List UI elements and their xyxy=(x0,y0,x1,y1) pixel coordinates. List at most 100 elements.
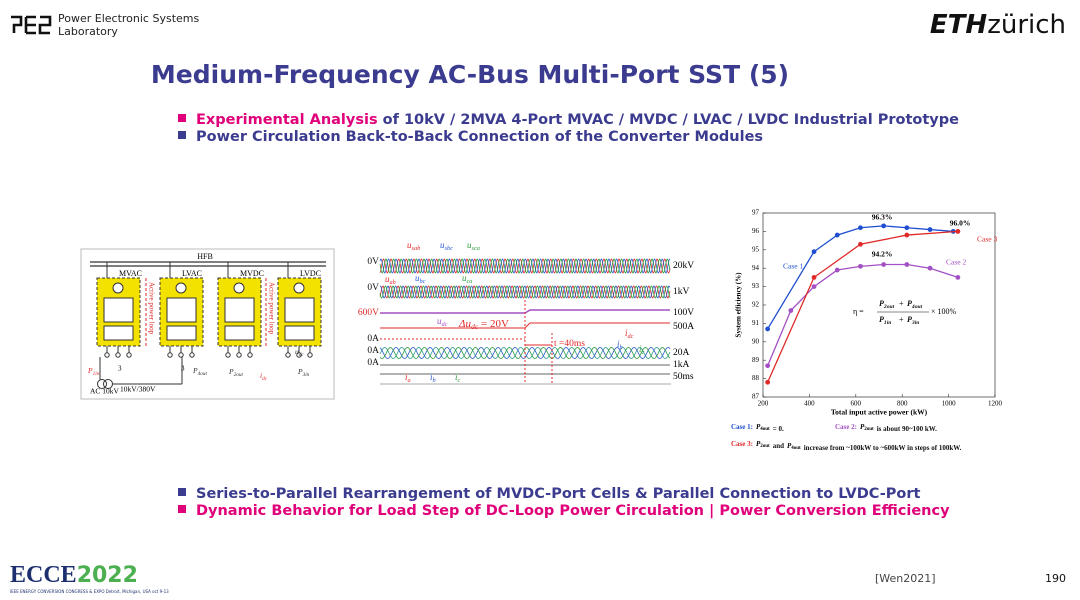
y-axis-label: System efficiency (%) xyxy=(735,272,743,338)
x-tick-label: 600 xyxy=(851,400,862,408)
subscript: 2out xyxy=(760,444,770,449)
point xyxy=(858,263,863,269)
point xyxy=(788,308,794,313)
subscript: 2out xyxy=(883,304,895,310)
y-tick-label: 87 xyxy=(752,393,760,401)
caption: Case 1: P4out = 0. xyxy=(731,423,784,433)
subscript: c xyxy=(458,377,461,384)
symbol: P xyxy=(228,367,234,376)
scope-left-label: 0V xyxy=(367,283,379,293)
signal-label: P2out xyxy=(879,299,895,310)
subscript: 3in xyxy=(303,372,310,378)
scope-left-label: 0A xyxy=(367,358,379,368)
lab-line: Power Electronic Systems xyxy=(58,12,200,25)
annotation: 96.0% xyxy=(950,219,971,228)
symbol: P xyxy=(879,299,884,308)
subscript: 4out xyxy=(760,427,770,432)
source-label: AC 10kV xyxy=(90,387,120,396)
y-tick-label: 93 xyxy=(752,282,760,290)
subscript: 4out xyxy=(911,304,923,310)
subscript: ca xyxy=(467,278,473,285)
subscript: 3in xyxy=(911,320,919,326)
frame xyxy=(80,248,335,400)
point xyxy=(765,326,771,332)
signal-label: P1in xyxy=(87,366,100,377)
signal-label: Δudc = 20V xyxy=(458,318,509,331)
signal-label: P2out xyxy=(228,367,243,378)
point xyxy=(881,223,887,229)
subscript: 4out xyxy=(791,446,801,451)
transformer-icon xyxy=(233,282,245,294)
x-tick-label: 1200 xyxy=(988,400,1003,408)
scope-left-label: 600V xyxy=(358,308,379,318)
symbol: P xyxy=(297,367,303,376)
scope-left-label: 0A xyxy=(367,346,379,356)
subscript: a xyxy=(408,377,411,384)
signal-label: udc xyxy=(437,316,448,328)
bullet: Experimental Analysis of 10kV / 2MVA 4-P… xyxy=(178,112,959,128)
signal-label: P3in xyxy=(297,367,310,378)
highlight: Experimental Analysis xyxy=(196,112,378,128)
waveform xyxy=(379,258,671,274)
subscript: dc xyxy=(628,333,634,340)
point xyxy=(927,227,933,232)
y-tick-label: 88 xyxy=(752,374,760,382)
efficiency-chart: 87 88 89 90 91 92 93 94 95 96 97 200 400 600 800 1000 12… xyxy=(731,209,1003,452)
symbol: u xyxy=(467,240,472,250)
ecce-year: 2022 xyxy=(76,563,138,588)
scope-right-label: 500A xyxy=(673,322,694,332)
symbol: P xyxy=(756,440,761,448)
terminal xyxy=(225,352,231,358)
converter-icon xyxy=(284,297,315,323)
caption-text: Case 1: xyxy=(731,423,753,431)
signal-label: ib xyxy=(430,372,436,384)
ecce: ECCE xyxy=(10,562,77,588)
transformer-icon xyxy=(293,282,305,294)
scope-right-label: 20A xyxy=(673,348,690,358)
symbol: P xyxy=(860,423,865,431)
scope-waveforms: 0V 0V 600V 0A 0A 0A 20kV 1kV 100V 500A 20A 1kA 50ms u… xyxy=(358,240,694,384)
port-label: LVDC xyxy=(300,269,321,278)
signal-label: P4out xyxy=(192,366,207,377)
waveform xyxy=(379,285,671,299)
terminal xyxy=(178,352,184,358)
symbol: u xyxy=(462,273,467,283)
point xyxy=(765,379,771,385)
subscript: b xyxy=(620,344,623,351)
subscript: dc xyxy=(471,322,479,331)
subscript: dc xyxy=(299,352,305,358)
y-tick-label: 91 xyxy=(752,319,760,327)
dc-voltage xyxy=(380,309,670,314)
bullet: Dynamic Behavior for Load Step of DC-Loo… xyxy=(178,503,950,519)
caption: Case 3: P2out and P4out increase from ~100kW… xyxy=(731,440,962,452)
terminal xyxy=(236,352,242,358)
scope-right-label: 20kV xyxy=(673,261,694,271)
transformer-icon xyxy=(112,282,124,294)
bullet-text: Series-to-Parallel Rearrangement of MVDC… xyxy=(196,486,921,502)
subscript: 4out xyxy=(198,370,208,377)
subscript: 1in xyxy=(93,371,100,377)
port-label: LVAC xyxy=(182,269,202,278)
point xyxy=(858,241,863,247)
point xyxy=(811,249,817,255)
symbol: P xyxy=(879,315,884,324)
lab-name: Power Electronic Systems Laboratory xyxy=(58,12,199,38)
bus-label: HFB xyxy=(197,252,213,261)
legend-label: Case 3 xyxy=(977,235,997,244)
phase-count: 3 xyxy=(118,365,122,373)
signal-label: ubc xyxy=(415,273,426,285)
caption-text: and xyxy=(773,442,784,450)
terminal xyxy=(167,352,173,358)
port-label: MVDC xyxy=(240,269,264,278)
subscript: bc xyxy=(420,278,426,285)
converter-icon xyxy=(166,325,197,341)
converter-icon xyxy=(166,297,197,323)
formula-op: + xyxy=(899,299,904,308)
y-tick-label: 90 xyxy=(752,337,760,345)
series-line xyxy=(767,225,954,330)
symbol: P xyxy=(787,442,792,450)
formula-tail: × 100% xyxy=(931,307,957,316)
subscript: sab xyxy=(412,245,421,252)
symbol: u xyxy=(407,240,412,250)
